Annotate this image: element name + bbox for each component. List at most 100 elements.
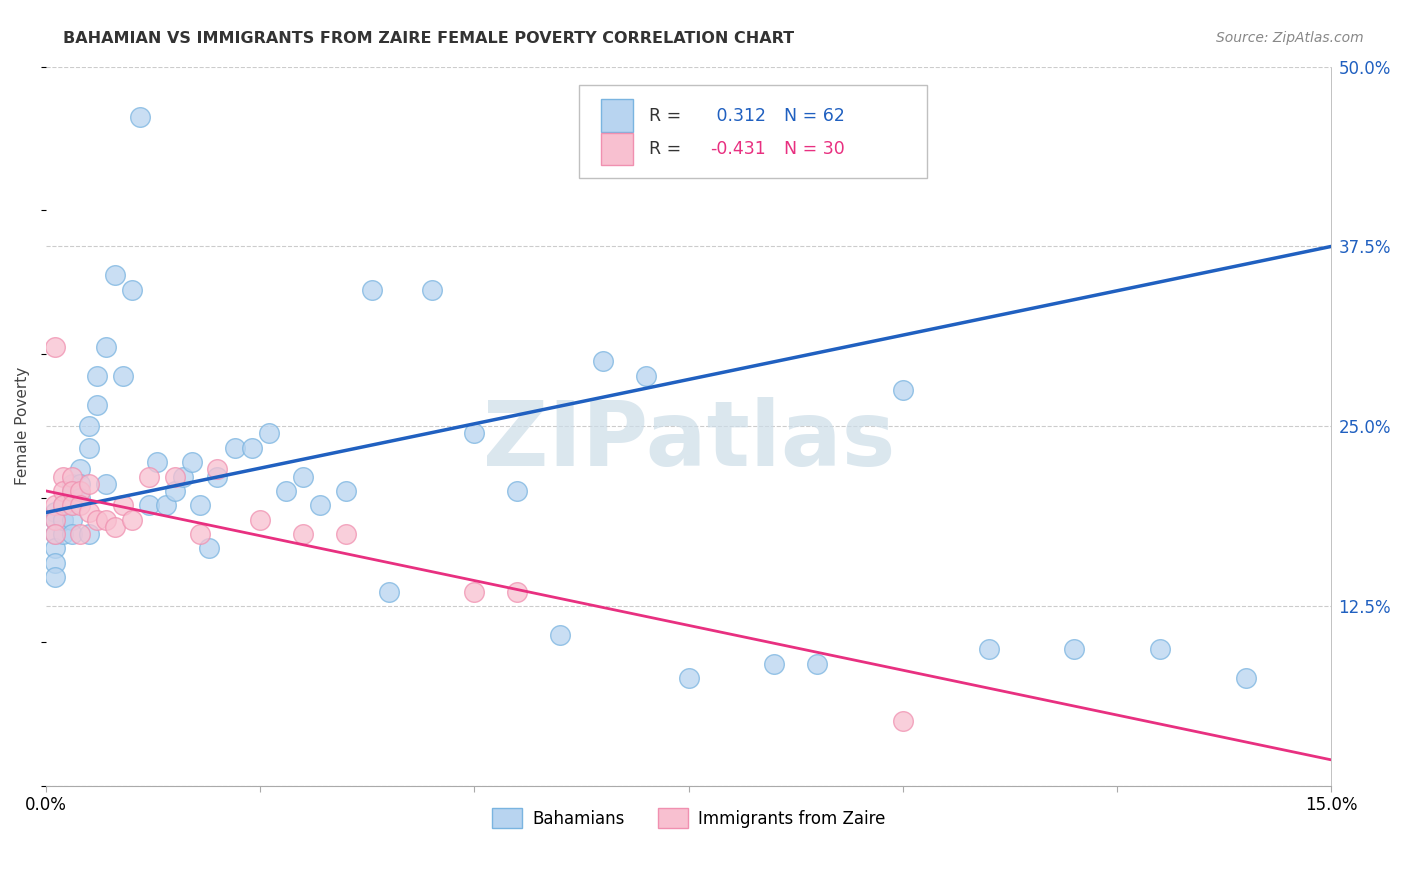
Point xyxy=(44,527,66,541)
Point xyxy=(94,476,117,491)
Text: BAHAMIAN VS IMMIGRANTS FROM ZAIRE FEMALE POVERTY CORRELATION CHART: BAHAMIAN VS IMMIGRANTS FROM ZAIRE FEMALE… xyxy=(63,31,794,46)
Legend: Bahamians, Immigrants from Zaire: Bahamians, Immigrants from Zaire xyxy=(485,801,891,835)
Text: R =: R = xyxy=(648,140,686,158)
Point xyxy=(155,498,177,512)
Point xyxy=(138,469,160,483)
Point xyxy=(240,441,263,455)
Point xyxy=(60,513,83,527)
FancyBboxPatch shape xyxy=(579,85,927,178)
Point xyxy=(224,441,246,455)
Point xyxy=(249,513,271,527)
Point xyxy=(52,469,75,483)
Point xyxy=(52,498,75,512)
Point xyxy=(138,498,160,512)
Point xyxy=(188,527,211,541)
Point xyxy=(77,419,100,434)
Text: N = 62: N = 62 xyxy=(783,106,845,125)
Point xyxy=(94,513,117,527)
Text: N = 30: N = 30 xyxy=(783,140,845,158)
Point xyxy=(44,541,66,556)
Point xyxy=(60,476,83,491)
Point xyxy=(1149,642,1171,657)
Point xyxy=(463,584,485,599)
Point xyxy=(86,368,108,383)
Point xyxy=(52,513,75,527)
Point xyxy=(69,527,91,541)
Point xyxy=(463,426,485,441)
Point xyxy=(44,556,66,570)
Point xyxy=(52,483,75,498)
Point xyxy=(60,483,83,498)
Point xyxy=(592,354,614,368)
Point xyxy=(548,628,571,642)
Point xyxy=(207,462,229,476)
Point xyxy=(44,340,66,354)
Point xyxy=(378,584,401,599)
Point xyxy=(335,527,357,541)
Point xyxy=(60,498,83,512)
Point xyxy=(977,642,1000,657)
Point xyxy=(77,506,100,520)
Point xyxy=(44,570,66,584)
Point xyxy=(60,498,83,512)
Point xyxy=(806,657,828,671)
Point xyxy=(763,657,786,671)
Point xyxy=(44,498,66,512)
Point xyxy=(360,283,382,297)
Point xyxy=(420,283,443,297)
Point xyxy=(292,469,315,483)
Point xyxy=(69,491,91,505)
Point xyxy=(129,110,152,124)
Point xyxy=(69,498,91,512)
Point xyxy=(69,483,91,498)
Point xyxy=(198,541,221,556)
Point xyxy=(69,462,91,476)
Point xyxy=(309,498,332,512)
Point xyxy=(1234,671,1257,685)
FancyBboxPatch shape xyxy=(602,99,634,132)
Point xyxy=(506,483,529,498)
Point xyxy=(77,441,100,455)
Text: Source: ZipAtlas.com: Source: ZipAtlas.com xyxy=(1216,31,1364,45)
Text: -0.431: -0.431 xyxy=(710,140,766,158)
Point xyxy=(103,520,125,534)
Point xyxy=(60,469,83,483)
Point xyxy=(274,483,297,498)
Point xyxy=(121,283,143,297)
Point xyxy=(163,469,186,483)
Point xyxy=(335,483,357,498)
Point xyxy=(146,455,169,469)
FancyBboxPatch shape xyxy=(602,133,634,166)
Point xyxy=(52,513,75,527)
Point xyxy=(292,527,315,541)
Point xyxy=(44,527,66,541)
Point xyxy=(112,498,135,512)
Point xyxy=(52,527,75,541)
Point xyxy=(678,671,700,685)
Y-axis label: Female Poverty: Female Poverty xyxy=(15,368,30,485)
Point xyxy=(69,476,91,491)
Point xyxy=(52,498,75,512)
Point xyxy=(172,469,194,483)
Point xyxy=(207,469,229,483)
Point xyxy=(44,513,66,527)
Text: R =: R = xyxy=(648,106,686,125)
Text: 0.312: 0.312 xyxy=(710,106,765,125)
Point xyxy=(121,513,143,527)
Point xyxy=(891,714,914,728)
Point xyxy=(44,506,66,520)
Point xyxy=(60,483,83,498)
Point xyxy=(188,498,211,512)
Point xyxy=(634,368,657,383)
Point xyxy=(1063,642,1085,657)
Point xyxy=(112,368,135,383)
Point xyxy=(180,455,202,469)
Point xyxy=(60,527,83,541)
Point xyxy=(103,268,125,282)
Point xyxy=(44,513,66,527)
Point xyxy=(257,426,280,441)
Point xyxy=(86,398,108,412)
Text: ZIPatlas: ZIPatlas xyxy=(482,397,894,484)
Point xyxy=(77,527,100,541)
Point xyxy=(52,498,75,512)
